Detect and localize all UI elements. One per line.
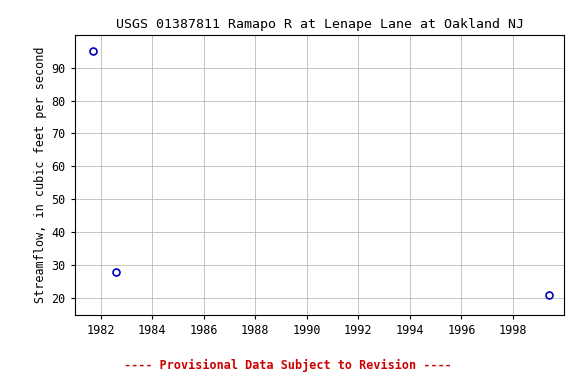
Title: USGS 01387811 Ramapo R at Lenape Lane at Oakland NJ: USGS 01387811 Ramapo R at Lenape Lane at…	[116, 18, 524, 31]
Y-axis label: Streamflow, in cubic feet per second: Streamflow, in cubic feet per second	[35, 46, 47, 303]
Text: ---- Provisional Data Subject to Revision ----: ---- Provisional Data Subject to Revisio…	[124, 359, 452, 372]
